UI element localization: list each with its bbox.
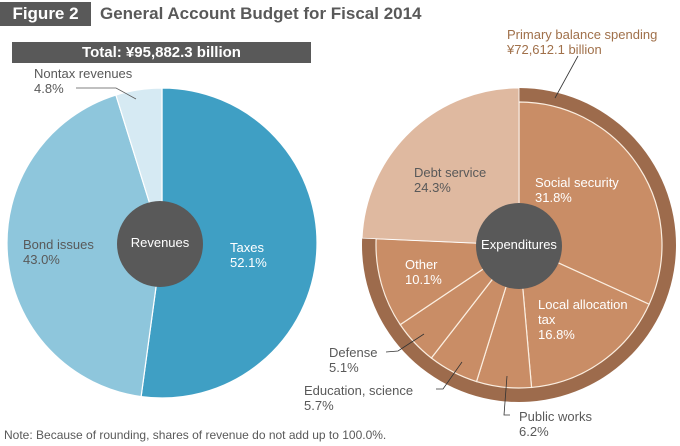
label-defense-name: Defense — [329, 345, 378, 360]
label-nontax: Nontax revenues 4.8% — [34, 66, 132, 96]
label-education: Education, science 5.7% — [304, 383, 413, 413]
label-public-value: 6.2% — [519, 424, 549, 439]
leader-line-nontax — [76, 87, 137, 100]
revenue-slice-taxes — [140, 87, 318, 399]
leader-line-primary — [554, 55, 579, 99]
label-local-name-2: tax — [538, 312, 556, 327]
label-taxes-name: Taxes — [230, 240, 264, 255]
label-primary-balance: Primary balance spending ¥72,612.1 billi… — [507, 27, 657, 57]
expenditure-slice-debt-service — [361, 87, 520, 246]
label-nontax-value: 4.8% — [34, 81, 64, 96]
label-nontax-name: Nontax revenues — [34, 66, 133, 81]
label-local-allocation: Local allocation tax 16.8% — [538, 297, 628, 342]
label-public-name: Public works — [519, 409, 592, 424]
label-other-name: Other — [405, 257, 438, 272]
label-bond-issues: Bond issues 43.0% — [23, 237, 94, 267]
revenues-center-circle — [117, 201, 203, 287]
label-taxes-value: 52.1% — [230, 255, 267, 270]
label-bond-name: Bond issues — [23, 237, 94, 252]
revenues-center-label: Revenues — [130, 235, 190, 250]
revenue-slice-bond-issues — [6, 94, 163, 398]
label-debt-value: 24.3% — [414, 180, 451, 195]
leader-line-public-works — [503, 375, 510, 416]
label-other-value: 10.1% — [405, 272, 442, 287]
expenditures-center-circle — [476, 203, 562, 289]
label-education-value: 5.7% — [304, 398, 334, 413]
revenue-total-banner: Total: ¥95,882.3 billion — [12, 42, 311, 63]
label-other: Other 10.1% — [405, 257, 442, 287]
label-social-value: 31.8% — [535, 190, 572, 205]
leader-line-defense — [385, 333, 425, 353]
leader-line-education — [436, 361, 463, 390]
label-debt-name: Debt service — [414, 165, 487, 180]
label-primary-value: ¥72,612.1 billion — [507, 42, 602, 57]
label-public-works: Public works 6.2% — [519, 409, 592, 439]
label-social-security: Social security 31.8% — [535, 175, 619, 205]
label-bond-value: 43.0% — [23, 252, 60, 267]
label-social-name: Social security — [535, 175, 619, 190]
label-defense: Defense 5.1% — [329, 345, 377, 375]
label-taxes: Taxes 52.1% — [230, 240, 267, 270]
leader-lines — [76, 55, 579, 416]
revenues-pie — [6, 87, 318, 399]
label-debt-service: Debt service 24.3% — [414, 165, 486, 195]
label-defense-value: 5.1% — [329, 360, 359, 375]
label-primary-name: Primary balance spending — [507, 27, 658, 42]
expenditure-slice-local-allocation-tax — [518, 244, 650, 389]
label-local-name-1: Local allocation — [538, 297, 628, 312]
chart-title: General Account Budget for Fiscal 2014 — [100, 4, 422, 23]
label-local-value: 16.8% — [538, 327, 575, 342]
footnote: Note: Because of rounding, shares of rev… — [4, 428, 387, 442]
label-education-name: Education, science — [304, 383, 414, 398]
expenditures-center-label: Expenditures — [481, 237, 557, 252]
figure-tag: Figure 2 — [0, 2, 91, 26]
